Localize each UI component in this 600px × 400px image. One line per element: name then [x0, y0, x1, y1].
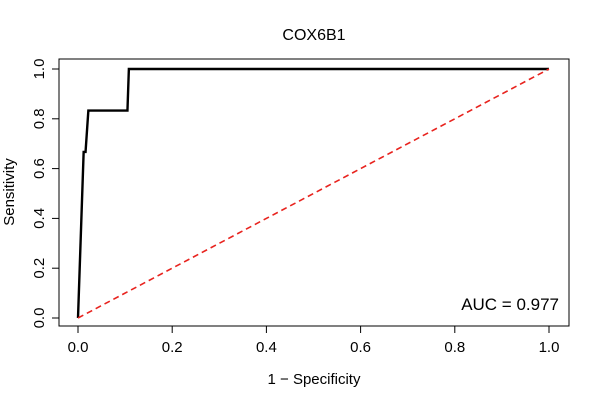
- y-tick-label: 0.0: [31, 308, 48, 329]
- y-tick-label: 0.2: [31, 258, 48, 279]
- x-tick-label: 1.0: [539, 339, 560, 356]
- auc-annotation: AUC = 0.977: [461, 295, 559, 314]
- x-tick-label: 0.2: [162, 339, 183, 356]
- x-tick-label: 0.4: [256, 339, 277, 356]
- x-tick-label: 0.6: [350, 339, 371, 356]
- y-tick-label: 1.0: [31, 59, 48, 80]
- x-axis-label: 1 − Specificity: [268, 371, 361, 388]
- x-tick-label: 0.8: [444, 339, 465, 356]
- y-tick-label: 0.4: [31, 208, 48, 229]
- y-tick-label: 0.6: [31, 158, 48, 179]
- diagonal-reference-line: [77, 68, 550, 319]
- plot-frame: [58, 58, 570, 327]
- x-tick-label: 0.0: [68, 339, 89, 356]
- roc-curve-line: [76, 67, 549, 319]
- chart-title: COX6B1: [282, 27, 345, 44]
- chart-marks: 0.0 0.2 0.4 0.6 0.8 1.0 0.0 0.2 0.4 0.6 0.8 1.0: [31, 59, 559, 356]
- y-tick-label: 0.8: [31, 108, 48, 129]
- y-axis-label: Sensitivity: [1, 158, 18, 226]
